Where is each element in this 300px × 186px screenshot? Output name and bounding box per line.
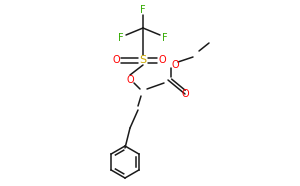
Text: O: O [181,89,189,99]
Text: S: S [140,55,147,65]
Text: O: O [112,55,120,65]
Text: F: F [118,33,124,43]
Text: O: O [158,55,166,65]
Text: F: F [140,5,146,15]
Text: F: F [162,33,168,43]
Text: O: O [171,60,179,70]
Text: O: O [126,75,134,85]
